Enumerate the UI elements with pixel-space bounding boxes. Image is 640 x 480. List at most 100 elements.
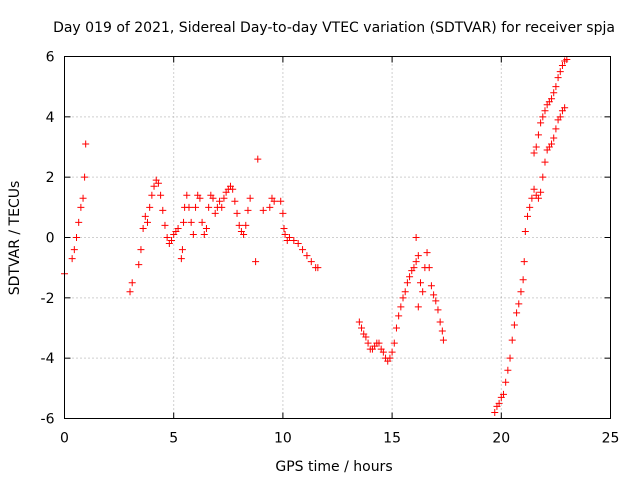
data-point xyxy=(242,221,250,229)
data-point xyxy=(235,221,243,229)
data-point xyxy=(375,339,383,347)
data-point xyxy=(548,95,556,103)
data-point xyxy=(254,155,262,163)
data-point xyxy=(128,279,136,287)
data-point xyxy=(379,348,387,356)
data-point xyxy=(534,194,542,202)
data-point xyxy=(168,237,176,245)
y-tick-label: 4 xyxy=(46,110,55,126)
data-point xyxy=(406,273,414,281)
data-point xyxy=(410,264,418,272)
data-point xyxy=(386,354,394,362)
data-point xyxy=(270,197,278,205)
y-tick-label: -2 xyxy=(41,291,55,307)
data-point xyxy=(266,203,274,211)
data-point xyxy=(314,264,322,272)
y-tick-label: 0 xyxy=(46,231,55,247)
data-point xyxy=(185,203,193,211)
data-point xyxy=(75,218,83,226)
data-point xyxy=(280,224,288,232)
data-point xyxy=(506,354,514,362)
data-point xyxy=(154,179,162,187)
data-point xyxy=(439,336,447,344)
data-points xyxy=(61,56,571,416)
data-point xyxy=(70,246,78,254)
data-point xyxy=(355,318,363,326)
data-point xyxy=(416,279,424,287)
data-point xyxy=(126,288,134,296)
y-tick-label: 2 xyxy=(46,170,55,186)
chart-title: Day 019 of 2021, Sidereal Day-to-day VTE… xyxy=(53,20,615,36)
data-point xyxy=(192,203,200,211)
data-point xyxy=(436,318,444,326)
data-point xyxy=(519,276,527,284)
data-point xyxy=(425,264,433,272)
data-point xyxy=(414,252,422,260)
x-axis-label: GPS time / hours xyxy=(275,459,392,475)
data-point xyxy=(427,282,435,290)
data-point xyxy=(148,191,156,199)
data-point xyxy=(200,230,208,238)
data-point xyxy=(401,288,409,296)
data-point xyxy=(504,366,512,374)
data-point xyxy=(180,218,188,226)
data-point xyxy=(412,258,420,266)
data-point xyxy=(68,255,76,263)
data-point xyxy=(362,333,370,341)
data-point xyxy=(294,240,302,248)
data-point xyxy=(189,230,197,238)
data-point xyxy=(220,194,228,202)
data-point xyxy=(358,324,366,332)
data-point xyxy=(388,348,396,356)
data-point xyxy=(438,327,446,335)
data-point xyxy=(303,252,311,260)
data-point xyxy=(307,258,315,266)
data-point xyxy=(530,185,538,193)
data-point xyxy=(73,234,81,241)
x-tick-label: 25 xyxy=(602,431,620,447)
data-point xyxy=(502,378,510,386)
data-point xyxy=(163,234,171,241)
data-point xyxy=(150,182,158,190)
data-point xyxy=(532,143,540,151)
y-tick-label: 6 xyxy=(46,50,55,66)
data-point xyxy=(513,309,521,317)
data-point xyxy=(495,399,503,407)
data-point xyxy=(510,321,518,329)
data-point xyxy=(517,288,525,296)
data-point xyxy=(159,206,167,214)
data-point xyxy=(419,288,427,296)
data-point xyxy=(178,246,186,254)
data-point xyxy=(364,339,372,347)
x-tick-label: 0 xyxy=(60,431,69,447)
data-point xyxy=(211,209,219,217)
data-point xyxy=(556,68,564,76)
data-point xyxy=(526,203,534,211)
data-point xyxy=(399,294,407,302)
data-point xyxy=(403,279,411,287)
data-point xyxy=(252,258,260,266)
data-point xyxy=(563,56,571,64)
x-tick-label: 15 xyxy=(383,431,401,447)
data-point xyxy=(508,336,516,344)
data-point xyxy=(157,191,165,199)
data-point xyxy=(218,203,226,211)
data-point xyxy=(259,206,267,214)
data-point xyxy=(135,261,143,269)
data-point xyxy=(146,203,154,211)
data-point xyxy=(205,203,213,211)
data-point xyxy=(397,303,405,311)
y-tick-label: -6 xyxy=(41,412,55,428)
data-point xyxy=(390,339,398,347)
data-point xyxy=(499,390,507,398)
data-point xyxy=(537,119,545,127)
data-point xyxy=(552,83,560,91)
data-point xyxy=(524,212,532,220)
data-point xyxy=(240,230,248,238)
data-point xyxy=(198,218,206,226)
data-point xyxy=(530,149,538,157)
data-point xyxy=(285,234,293,241)
x-tick-label: 20 xyxy=(492,431,510,447)
data-point xyxy=(161,221,169,229)
